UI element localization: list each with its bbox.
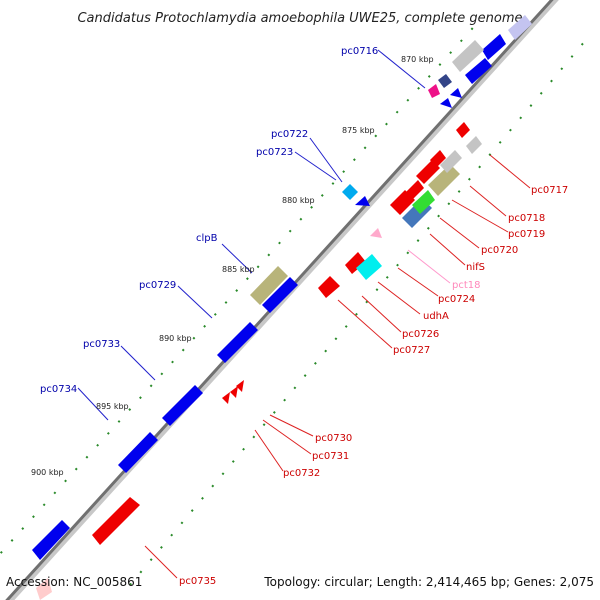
scale-label: 900 kbp: [31, 468, 64, 477]
gene-arrow[interactable]: [508, 15, 532, 40]
gene-arrow[interactable]: [428, 164, 460, 196]
gene-arrow[interactable]: [262, 277, 298, 313]
gene-label[interactable]: pc0733: [83, 339, 120, 350]
gene-label[interactable]: pc0731: [312, 451, 349, 462]
scale-label: 890 kbp: [159, 334, 192, 343]
gene-arrow[interactable]: [36, 578, 52, 600]
gene-arrow[interactable]: [390, 190, 415, 215]
gene-arrow[interactable]: [162, 385, 203, 426]
reverse-leaders: [144, 154, 531, 579]
gene-label[interactable]: pct18: [452, 280, 481, 291]
gene-arrow[interactable]: [406, 180, 424, 200]
tick-tracks: [0, 19, 591, 586]
scale-label: 875 kbp: [342, 126, 375, 135]
gene-label[interactable]: pc0734: [40, 384, 77, 395]
gene-label[interactable]: pc0720: [481, 245, 518, 256]
gene-arrow[interactable]: [430, 150, 446, 168]
reverse-labels: pc0717 pc0718 pc0719 pc0720 nifS pct18 p…: [179, 185, 568, 587]
gene-label[interactable]: pc0719: [508, 229, 545, 240]
gene-label[interactable]: udhA: [423, 311, 449, 322]
gene-arrow[interactable]: [466, 136, 482, 154]
gene-arrow[interactable]: [370, 228, 382, 238]
gene-arrow[interactable]: [318, 276, 340, 298]
gene-label[interactable]: pc0722: [271, 129, 308, 140]
gene-arrow[interactable]: [465, 58, 492, 84]
gene-arrow[interactable]: [222, 392, 230, 404]
gene-label[interactable]: clpB: [196, 233, 218, 244]
gene-arrow[interactable]: [118, 432, 158, 473]
gene-label[interactable]: pc0718: [508, 213, 545, 224]
reverse-genes: [36, 122, 482, 600]
forward-labels: pc0716 pc0722 pc0723 clpB pc0729 pc0733 …: [40, 46, 378, 395]
gene-label[interactable]: pc0732: [283, 468, 320, 479]
gene-arrow[interactable]: [217, 322, 258, 363]
gene-label[interactable]: pc0730: [315, 433, 352, 444]
gene-label[interactable]: pc0723: [256, 147, 293, 158]
gene-arrow[interactable]: [236, 380, 244, 392]
scale-label: 880 kbp: [282, 196, 315, 205]
gene-arrow[interactable]: [482, 34, 506, 60]
scale-labels: 870 kbp 875 kbp 880 kbp 885 kbp 890 kbp …: [31, 55, 434, 477]
gene-arrow[interactable]: [355, 196, 370, 206]
gene-arrow[interactable]: [250, 266, 288, 305]
gene-arrow[interactable]: [356, 254, 382, 280]
gene-arrow[interactable]: [440, 150, 462, 173]
rna-leader: [407, 249, 451, 284]
gene-label[interactable]: pc0735: [179, 576, 216, 587]
gene-label[interactable]: nifS: [466, 262, 485, 273]
gene-arrow[interactable]: [456, 122, 470, 138]
gene-label[interactable]: pc0727: [393, 345, 430, 356]
gene-arrow[interactable]: [412, 190, 435, 214]
gene-arrow[interactable]: [92, 497, 140, 545]
map-title: Candidatus Protochlamydia amoebophila UW…: [77, 11, 522, 26]
gene-arrow[interactable]: [452, 40, 484, 72]
accession-text: Accession: NC_005861: [6, 575, 142, 589]
gene-arrow[interactable]: [32, 520, 70, 560]
gene-arrow[interactable]: [428, 84, 440, 98]
gene-label[interactable]: pc0717: [531, 185, 568, 196]
gene-arrow[interactable]: [440, 98, 452, 108]
gene-label[interactable]: pc0729: [139, 280, 176, 291]
scale-label: 895 kbp: [96, 402, 129, 411]
topology-text: Topology: circular; Length: 2,414,465 bp…: [263, 575, 594, 589]
gene-arrow[interactable]: [450, 88, 462, 98]
forward-genes: [32, 15, 532, 560]
scale-label: 870 kbp: [401, 55, 434, 64]
gene-arrow[interactable]: [230, 386, 238, 398]
forward-leaders: [77, 49, 426, 421]
gene-arrow[interactable]: [345, 252, 366, 274]
gene-label[interactable]: pc0726: [402, 329, 439, 340]
scale-label: 885 kbp: [222, 265, 255, 274]
gene-arrow[interactable]: [416, 160, 440, 184]
gene-label[interactable]: pc0716: [341, 46, 378, 57]
gene-label[interactable]: pc0724: [438, 294, 475, 305]
gene-arrow[interactable]: [342, 184, 358, 200]
gene-arrow[interactable]: [438, 74, 452, 88]
